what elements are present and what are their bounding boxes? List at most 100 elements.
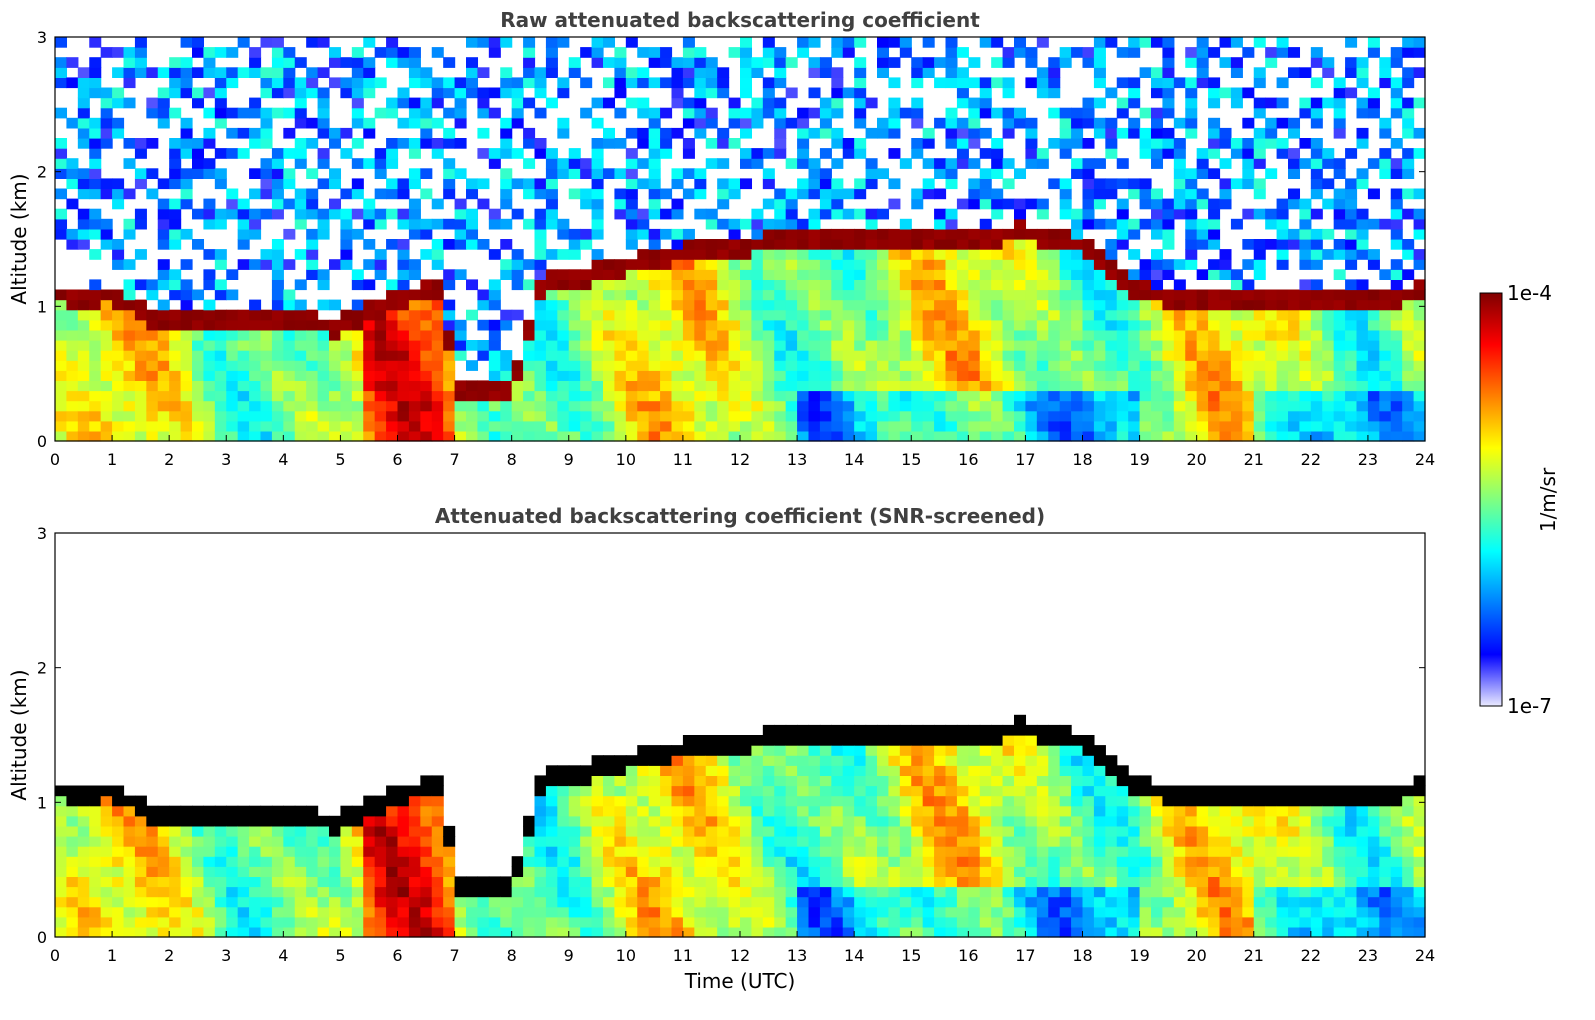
heatmap-cell [637, 916, 650, 928]
heatmap-cell [112, 795, 125, 807]
heatmap-cell [112, 420, 125, 432]
heatmap-cell [271, 208, 284, 220]
heatmap-cell [1265, 47, 1278, 58]
heatmap-cell [682, 289, 695, 301]
heatmap-cell [157, 239, 170, 250]
heatmap-cell [1345, 218, 1358, 230]
heatmap-cell [717, 299, 730, 311]
heatmap-cell [1310, 97, 1323, 109]
heatmap-cell [431, 906, 444, 918]
heatmap-cell [854, 825, 867, 837]
heatmap-cell [934, 805, 947, 817]
heatmap-cell [477, 896, 490, 908]
heatmap-cell [808, 755, 821, 766]
heatmap-cell [1116, 400, 1129, 412]
heatmap-cell [545, 360, 558, 371]
heatmap-cell [1242, 289, 1255, 301]
heatmap-cell [1059, 208, 1072, 220]
heatmap-cell [694, 805, 707, 817]
heatmap-cell [808, 259, 821, 270]
heatmap-cell [112, 340, 125, 351]
heatmap-cell [112, 188, 125, 200]
heatmap-cell [831, 866, 844, 877]
heatmap-cell [740, 926, 753, 938]
heatmap-cell [1299, 430, 1312, 442]
heatmap-cell [614, 836, 627, 847]
heatmap-cell [1059, 148, 1072, 159]
heatmap-cell [762, 289, 775, 301]
heatmap-cell [1036, 916, 1049, 928]
heatmap-cell [854, 836, 867, 847]
heatmap-cell [237, 805, 250, 817]
heatmap-cell [1310, 309, 1323, 321]
heatmap-cell [899, 380, 912, 392]
heatmap-cell [1014, 916, 1027, 928]
heatmap-cell [89, 37, 102, 48]
heatmap-cell [386, 97, 399, 109]
heatmap-cell [580, 785, 593, 797]
heatmap-cell [842, 410, 855, 422]
heatmap-cell [819, 724, 832, 736]
heatmap-cell [226, 815, 239, 827]
heatmap-cell [934, 289, 947, 301]
heatmap-cell [614, 198, 627, 210]
heatmap-cell [557, 279, 570, 291]
heatmap-cell [260, 259, 273, 270]
heatmap-cell [1162, 67, 1175, 78]
heatmap-cell [1276, 319, 1289, 331]
heatmap-cell [591, 765, 604, 776]
heatmap-cell [1242, 239, 1255, 250]
heatmap-cell [1299, 370, 1312, 381]
heatmap-cell [77, 836, 90, 847]
heatmap-cell [808, 805, 821, 817]
heatmap-cell [1173, 430, 1186, 442]
heatmap-cell [568, 228, 581, 240]
heatmap-cell [123, 886, 136, 898]
heatmap-cell [888, 37, 901, 48]
heatmap-cell [877, 765, 890, 776]
heatmap-cell [877, 755, 890, 766]
heatmap-cell [671, 198, 684, 210]
heatmap-cell [740, 370, 753, 381]
heatmap-cell [511, 856, 524, 867]
heatmap-cell [77, 299, 90, 311]
heatmap-cell [1082, 370, 1095, 381]
heatmap-cell [169, 77, 182, 89]
heatmap-cell [614, 916, 627, 928]
heatmap-cell [1379, 400, 1392, 412]
heatmap-cell [740, 755, 753, 766]
heatmap-cell [625, 279, 638, 291]
heatmap-cell [888, 360, 901, 371]
heatmap-cell [523, 866, 536, 877]
heatmap-cell [271, 158, 284, 169]
heatmap-cell [1345, 148, 1358, 159]
heatmap-cell [968, 228, 981, 240]
heatmap-cell [214, 866, 227, 877]
heatmap-cell [1185, 188, 1198, 200]
heatmap-cell [1345, 299, 1358, 311]
heatmap-cell [603, 289, 616, 301]
heatmap-cell [1402, 127, 1415, 139]
heatmap-cell [1322, 390, 1335, 402]
heatmap-cell [819, 97, 832, 109]
heatmap-cell [1413, 67, 1426, 78]
heatmap-cell [294, 906, 307, 918]
heatmap-cell [899, 319, 912, 331]
heatmap-cell [1173, 400, 1186, 412]
heatmap-cell [774, 350, 787, 361]
heatmap-cell [169, 208, 182, 220]
heatmap-cell [842, 208, 855, 220]
heatmap-cell [740, 218, 753, 230]
heatmap-cell [1230, 410, 1243, 422]
heatmap-cell [1310, 279, 1323, 291]
heatmap-cell [397, 259, 410, 270]
heatmap-cell [842, 400, 855, 412]
heatmap-cell [271, 926, 284, 938]
heatmap-cell [808, 178, 821, 190]
heatmap-cell [397, 896, 410, 908]
heatmap-cell [534, 876, 547, 888]
heatmap-cell [420, 775, 433, 787]
heatmap-cell [545, 775, 558, 787]
heatmap-cell [1173, 340, 1186, 351]
heatmap-cell [694, 360, 707, 371]
